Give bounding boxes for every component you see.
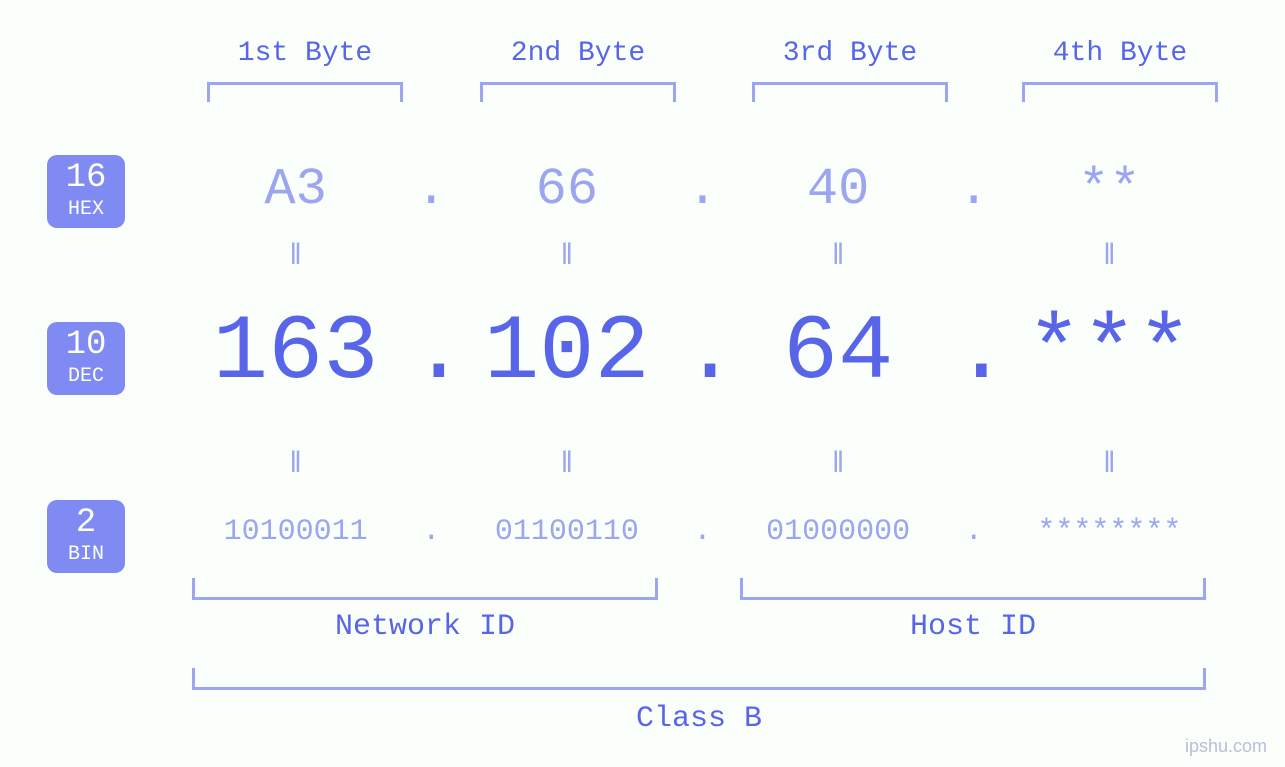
- badge-hex-num: 16: [47, 161, 125, 197]
- dot: .: [683, 515, 723, 549]
- badge-bin: 2 BIN: [47, 500, 125, 573]
- badge-dec-sub: DEC: [47, 366, 125, 387]
- equals-mark: ǁ: [723, 240, 954, 274]
- equals-mark: ǁ: [451, 240, 682, 274]
- equals-mark: ǁ: [180, 240, 411, 274]
- dot: .: [954, 160, 994, 219]
- dot: .: [411, 300, 451, 405]
- dot: .: [683, 160, 723, 219]
- badge-hex-sub: HEX: [47, 199, 125, 220]
- badge-dec-num: 10: [47, 328, 125, 364]
- label-network: Network ID: [192, 610, 658, 644]
- dot: .: [954, 515, 994, 549]
- dec-row: 163 . 102 . 64 . ***: [180, 300, 1225, 405]
- byte-label-2: 2nd Byte: [468, 38, 688, 69]
- watermark: ipshu.com: [1185, 736, 1267, 757]
- dot: .: [954, 300, 994, 405]
- dec-byte-1: 163: [180, 300, 411, 405]
- badge-bin-sub: BIN: [47, 544, 125, 565]
- bin-byte-2: 01100110: [451, 515, 682, 549]
- equals-mark: ǁ: [451, 448, 682, 482]
- byte-bracket-3: [752, 82, 948, 102]
- byte-label-3: 3rd Byte: [740, 38, 960, 69]
- dot: .: [411, 160, 451, 219]
- dec-byte-3: 64: [723, 300, 954, 405]
- hex-byte-3: 40: [723, 160, 954, 219]
- bracket-network: [192, 578, 658, 600]
- equals-row-top: ǁ. ǁ. ǁ. ǁ: [180, 240, 1225, 274]
- ip-bases-diagram: 1st Byte 2nd Byte 3rd Byte 4th Byte 16 H…: [0, 0, 1285, 767]
- equals-row-bottom: ǁ. ǁ. ǁ. ǁ: [180, 448, 1225, 482]
- dec-byte-4: ***: [994, 300, 1225, 405]
- dot: .: [411, 515, 451, 549]
- equals-mark: ǁ: [180, 448, 411, 482]
- badge-dec: 10 DEC: [47, 322, 125, 395]
- dot: .: [683, 300, 723, 405]
- byte-label-1: 1st Byte: [195, 38, 415, 69]
- byte-bracket-4: [1022, 82, 1218, 102]
- equals-mark: ǁ: [723, 448, 954, 482]
- label-host: Host ID: [740, 610, 1206, 644]
- bracket-host: [740, 578, 1206, 600]
- byte-bracket-1: [207, 82, 403, 102]
- bin-byte-1: 10100011: [180, 515, 411, 549]
- label-class: Class B: [192, 702, 1206, 736]
- hex-byte-2: 66: [451, 160, 682, 219]
- dec-byte-2: 102: [451, 300, 682, 405]
- equals-mark: ǁ: [994, 448, 1225, 482]
- badge-hex: 16 HEX: [47, 155, 125, 228]
- hex-byte-1: A3: [180, 160, 411, 219]
- badge-bin-num: 2: [47, 506, 125, 542]
- bracket-class: [192, 668, 1206, 690]
- bin-byte-4: ********: [994, 515, 1225, 549]
- byte-bracket-2: [480, 82, 676, 102]
- byte-label-4: 4th Byte: [1010, 38, 1230, 69]
- equals-mark: ǁ: [994, 240, 1225, 274]
- hex-row: A3 . 66 . 40 . **: [180, 160, 1225, 219]
- bin-row: 10100011 . 01100110 . 01000000 . *******…: [180, 515, 1225, 549]
- bin-byte-3: 01000000: [723, 515, 954, 549]
- hex-byte-4: **: [994, 160, 1225, 219]
